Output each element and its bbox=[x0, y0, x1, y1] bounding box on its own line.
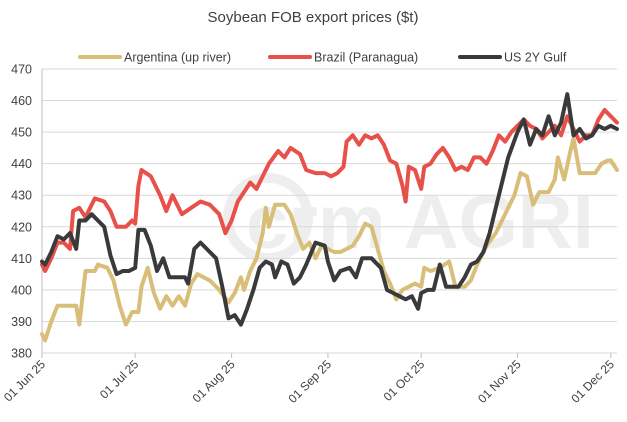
y-tick-label: 420 bbox=[11, 220, 32, 234]
y-tick-label: 460 bbox=[11, 94, 32, 108]
watermark-logo-text: crm AGRI bbox=[246, 180, 594, 265]
chart-title: Soybean FOB export prices ($t) bbox=[208, 9, 419, 26]
y-tick-label: 440 bbox=[11, 157, 32, 171]
y-tick-label: 390 bbox=[11, 315, 32, 329]
x-tick-label: 01 Jul 25 bbox=[97, 357, 142, 402]
x-tick-label: 01 Dec 25 bbox=[568, 357, 617, 406]
series-lines bbox=[40, 92, 619, 343]
y-tick-label: 400 bbox=[11, 283, 32, 297]
x-tick-label: 01 Nov 25 bbox=[475, 357, 524, 406]
series-line-3 bbox=[40, 92, 619, 327]
y-tick-label: 470 bbox=[11, 63, 32, 77]
legend-label-2: Brazil (Paranagua) bbox=[314, 51, 418, 65]
x-tick-label: 01 Jun 25 bbox=[1, 357, 48, 404]
legend: Argentina (up river) Brazil (Paranagua) US… bbox=[78, 51, 567, 65]
legend-label-1: Argentina (up river) bbox=[124, 51, 231, 65]
x-tick-label: 01 Aug 25 bbox=[190, 357, 238, 405]
y-tick-label: 380 bbox=[11, 347, 32, 361]
legend-label-3: US 2Y Gulf bbox=[504, 51, 567, 65]
y-tick-label: 450 bbox=[11, 126, 32, 140]
x-axis: 01 Jun 25 01 Jul 25 01 Aug 25 01 Sep 25 01 O… bbox=[1, 353, 617, 406]
y-axis: 380 390 400 410 420 430 440 450 460 470 bbox=[11, 63, 32, 361]
x-tick-label: 01 Sep 25 bbox=[285, 357, 334, 406]
y-tick-label: 430 bbox=[11, 189, 32, 203]
y-tick-label: 410 bbox=[11, 252, 32, 266]
x-tick-label: 01 Oct 25 bbox=[381, 357, 428, 404]
